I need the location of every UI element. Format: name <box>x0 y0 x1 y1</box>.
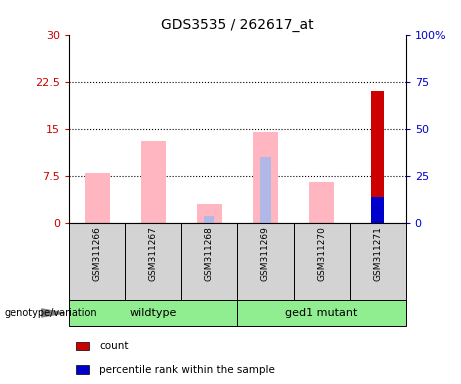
Text: GSM311269: GSM311269 <box>261 227 270 281</box>
Text: ged1 mutant: ged1 mutant <box>285 308 358 318</box>
Bar <box>371 197 384 223</box>
Bar <box>197 204 222 223</box>
Bar <box>76 366 89 374</box>
Bar <box>349 223 406 300</box>
Bar <box>84 172 110 223</box>
Text: GSM311267: GSM311267 <box>149 227 158 281</box>
Bar <box>237 300 406 326</box>
Text: GSM311271: GSM311271 <box>373 227 382 281</box>
Text: GSM311270: GSM311270 <box>317 227 326 281</box>
Bar <box>309 182 334 223</box>
Polygon shape <box>41 309 65 317</box>
Bar <box>141 141 166 223</box>
Text: percentile rank within the sample: percentile rank within the sample <box>100 365 275 375</box>
Bar <box>125 223 181 300</box>
Bar <box>69 300 237 326</box>
Bar <box>237 223 294 300</box>
Text: count: count <box>100 341 129 351</box>
Text: GSM311266: GSM311266 <box>93 227 102 281</box>
Title: GDS3535 / 262617_at: GDS3535 / 262617_at <box>161 18 314 32</box>
Text: genotype/variation: genotype/variation <box>5 308 97 318</box>
Bar <box>371 91 384 223</box>
Bar <box>76 342 89 350</box>
Bar <box>69 223 125 300</box>
Bar <box>260 157 271 223</box>
Bar <box>204 217 214 223</box>
Bar <box>181 223 237 300</box>
Text: wildtype: wildtype <box>130 308 177 318</box>
Text: GSM311268: GSM311268 <box>205 227 214 281</box>
Bar <box>253 132 278 223</box>
Bar <box>294 223 349 300</box>
